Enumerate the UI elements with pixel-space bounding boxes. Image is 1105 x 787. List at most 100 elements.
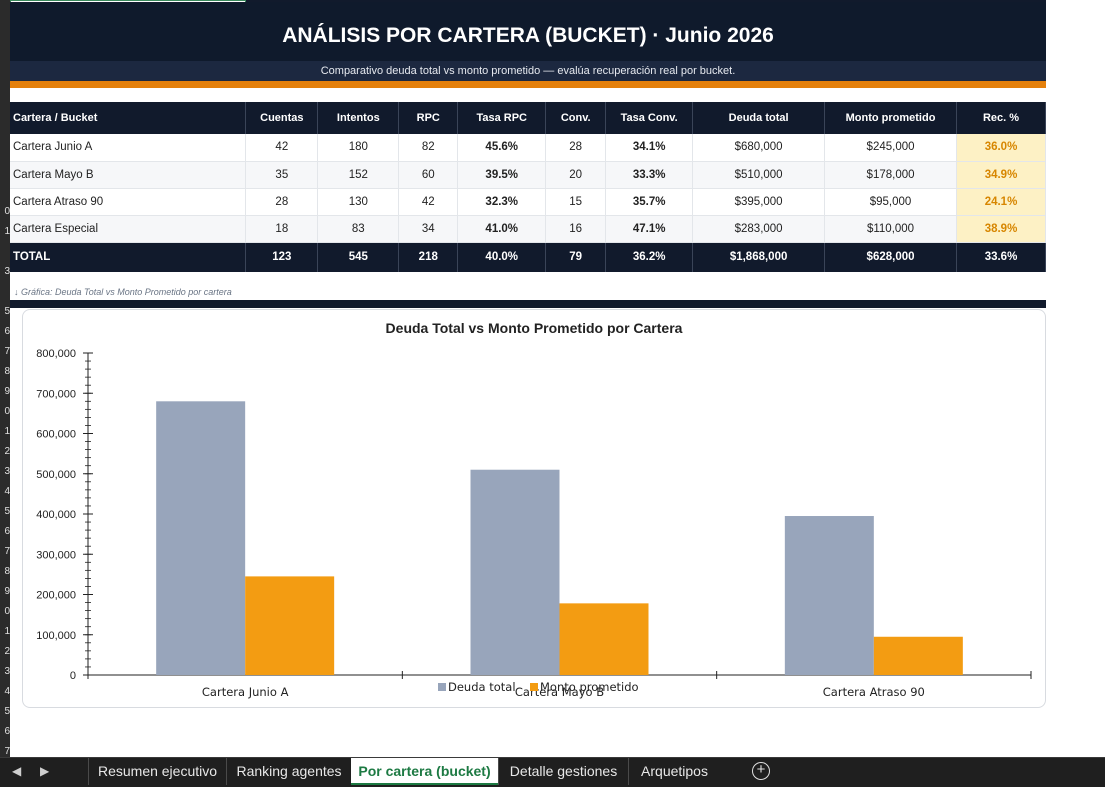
row-number[interactable]: 0: [4, 606, 10, 617]
column-header[interactable]: Rec. %: [956, 102, 1046, 134]
y-tick-label: 600,000: [36, 429, 76, 441]
row-number[interactable]: 3: [4, 266, 10, 277]
total-cell[interactable]: $1,868,000: [692, 242, 826, 272]
row-number[interactable]: 0: [4, 406, 10, 417]
table-cell[interactable]: 45.6%: [457, 134, 547, 162]
prev-sheet-icon[interactable]: ◀: [12, 764, 22, 778]
row-number[interactable]: 5: [4, 706, 10, 717]
column-header[interactable]: Conv.: [545, 102, 607, 134]
table-cell[interactable]: 152: [317, 161, 400, 189]
sheet-tab[interactable]: Resumen ejecutivo: [88, 758, 226, 785]
sheet-tab[interactable]: Ranking agentes: [226, 758, 351, 785]
table-cell[interactable]: $245,000: [824, 134, 957, 162]
column-header[interactable]: Deuda total: [692, 102, 826, 134]
row-number[interactable]: 5: [4, 306, 10, 317]
total-cell[interactable]: 79: [545, 242, 607, 272]
column-header[interactable]: Cartera / Bucket: [10, 102, 247, 134]
row-number[interactable]: 1: [4, 426, 10, 437]
chart-container[interactable]: Deuda Total vs Monto Prometido por Carte…: [22, 309, 1046, 708]
row-number[interactable]: 7: [4, 746, 10, 757]
table-cell[interactable]: 24.1%: [956, 188, 1046, 216]
table-cell[interactable]: 180: [317, 134, 400, 162]
column-header[interactable]: Cuentas: [245, 102, 319, 134]
row-number[interactable]: 2: [4, 446, 10, 457]
table-cell[interactable]: 34: [398, 215, 459, 243]
row-number[interactable]: 3: [4, 666, 10, 677]
table-cell[interactable]: 32.3%: [457, 188, 547, 216]
row-number[interactable]: 9: [4, 586, 10, 597]
table-cell[interactable]: 28: [545, 134, 607, 162]
bucket-name-cell[interactable]: Cartera Especial: [10, 215, 247, 243]
total-cell[interactable]: $628,000: [824, 242, 957, 272]
page-subtitle: Comparativo deuda total vs monto prometi…: [320, 65, 736, 77]
table-cell[interactable]: $395,000: [692, 188, 826, 216]
table-cell[interactable]: 38.9%: [956, 215, 1046, 243]
bucket-name-cell[interactable]: Cartera Junio A: [10, 134, 247, 162]
row-number[interactable]: 0: [4, 206, 10, 217]
table-cell[interactable]: 36.0%: [956, 134, 1046, 162]
table-cell[interactable]: 41.0%: [457, 215, 547, 243]
row-number[interactable]: 9: [4, 386, 10, 397]
table-cell[interactable]: 60: [398, 161, 459, 189]
table-cell[interactable]: 42: [398, 188, 459, 216]
total-cell[interactable]: 218: [398, 242, 459, 272]
column-header[interactable]: Tasa Conv.: [605, 102, 694, 134]
row-number[interactable]: 6: [4, 526, 10, 537]
table-cell[interactable]: 28: [245, 188, 319, 216]
row-number[interactable]: 1: [4, 226, 10, 237]
table-cell[interactable]: $510,000: [692, 161, 826, 189]
total-cell[interactable]: 545: [317, 242, 400, 272]
table-cell[interactable]: 39.5%: [457, 161, 547, 189]
row-number[interactable]: 8: [4, 566, 10, 577]
bucket-name-cell[interactable]: Cartera Mayo B: [10, 161, 247, 189]
bucket-name-cell[interactable]: Cartera Atraso 90: [10, 188, 247, 216]
column-header[interactable]: Tasa RPC: [457, 102, 547, 134]
table-row: Cartera Atraso 90 28 130 42 32.3% 15 35.7% $395…: [10, 188, 1046, 216]
add-sheet-icon[interactable]: +: [752, 762, 770, 780]
sheet-tab[interactable]: Arquetipos: [628, 758, 720, 785]
table-cell[interactable]: 16: [545, 215, 607, 243]
table-cell[interactable]: 83: [317, 215, 400, 243]
column-header[interactable]: Monto prometido: [824, 102, 957, 134]
total-cell[interactable]: 33.6%: [956, 242, 1046, 272]
table-cell[interactable]: 82: [398, 134, 459, 162]
row-number[interactable]: 3: [4, 466, 10, 477]
row-number[interactable]: 6: [4, 326, 10, 337]
row-number[interactable]: 7: [4, 346, 10, 357]
table-cell[interactable]: 42: [245, 134, 319, 162]
table-cell[interactable]: 47.1%: [605, 215, 694, 243]
table-cell[interactable]: 20: [545, 161, 607, 189]
total-cell[interactable]: 36.2%: [605, 242, 694, 272]
table-cell[interactable]: 130: [317, 188, 400, 216]
table-cell[interactable]: 18: [245, 215, 319, 243]
bucket-table: Cartera / Bucket Cuentas Intentos RPC Tasa R…: [10, 102, 1046, 272]
column-header[interactable]: Intentos: [317, 102, 400, 134]
row-number[interactable]: 7: [4, 546, 10, 557]
row-number[interactable]: 6: [4, 726, 10, 737]
row-number[interactable]: 4: [4, 486, 10, 497]
table-cell[interactable]: 34.1%: [605, 134, 694, 162]
table-cell[interactable]: $178,000: [824, 161, 957, 189]
row-number[interactable]: 8: [4, 366, 10, 377]
sheet-tab[interactable]: Detalle gestiones: [498, 758, 628, 785]
row-number[interactable]: 2: [4, 646, 10, 657]
table-cell[interactable]: 15: [545, 188, 607, 216]
row-number[interactable]: 5: [4, 506, 10, 517]
table-cell[interactable]: 35.7%: [605, 188, 694, 216]
table-cell[interactable]: $110,000: [824, 215, 957, 243]
next-sheet-icon[interactable]: ▶: [40, 764, 50, 778]
total-cell[interactable]: TOTAL: [10, 242, 247, 272]
table-cell[interactable]: 34.9%: [956, 161, 1046, 189]
page-title: ANÁLISIS POR CARTERA (BUCKET) · Junio 20…: [282, 24, 774, 47]
row-number[interactable]: 4: [4, 686, 10, 697]
table-cell[interactable]: $680,000: [692, 134, 826, 162]
sheet-tab[interactable]: Por cartera (bucket): [351, 758, 498, 785]
column-header[interactable]: RPC: [398, 102, 459, 134]
table-cell[interactable]: 33.3%: [605, 161, 694, 189]
table-cell[interactable]: $283,000: [692, 215, 826, 243]
total-cell[interactable]: 40.0%: [457, 242, 547, 272]
table-cell[interactable]: $95,000: [824, 188, 957, 216]
row-number[interactable]: 1: [4, 626, 10, 637]
total-cell[interactable]: 123: [245, 242, 319, 272]
table-cell[interactable]: 35: [245, 161, 319, 189]
